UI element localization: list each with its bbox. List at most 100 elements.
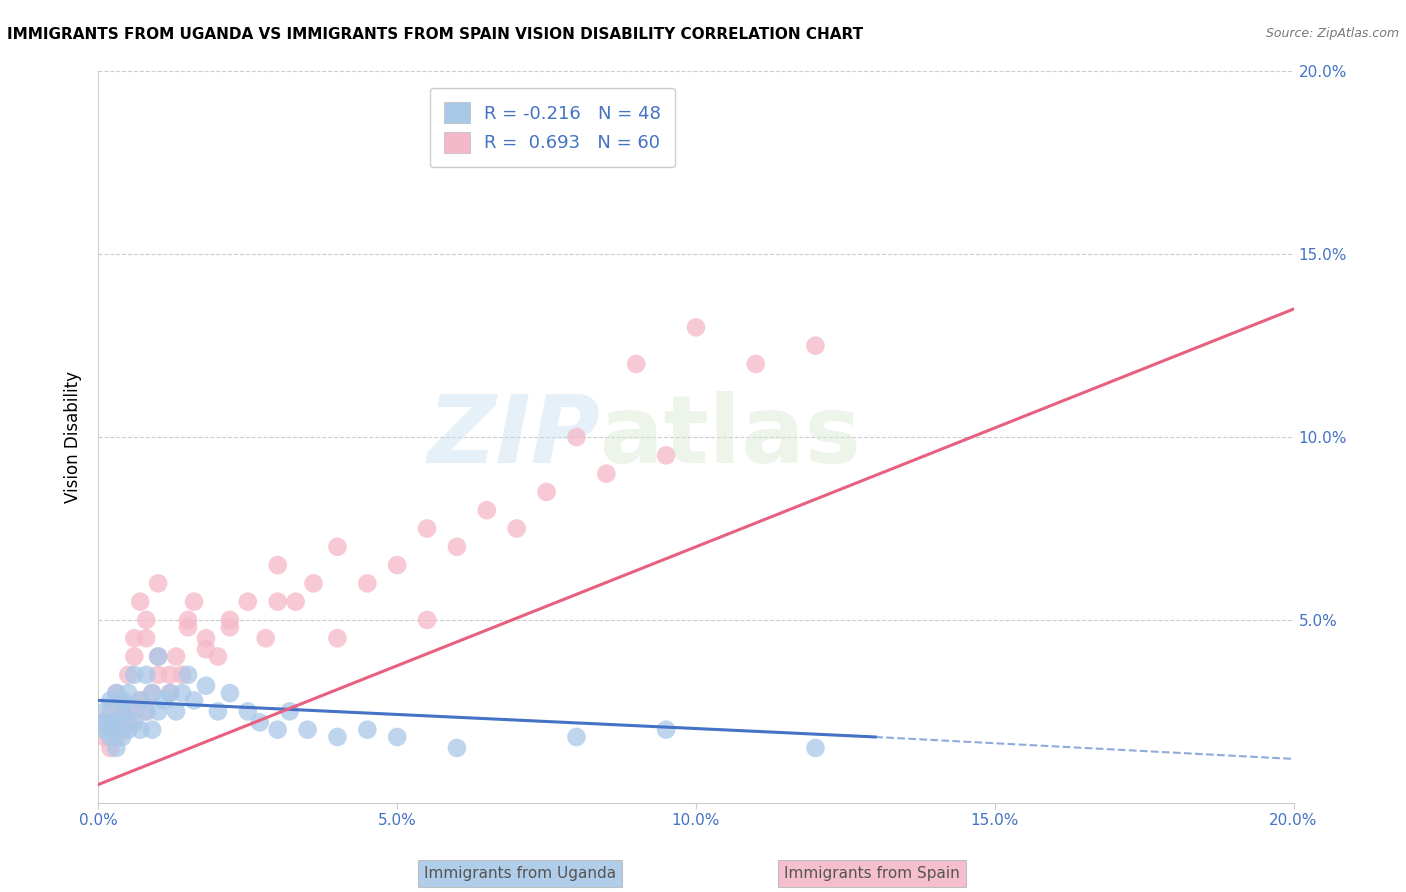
Point [297,723,319,737]
Point [278,705,301,719]
Point [685,320,707,334]
Point [446,740,468,755]
Point [98,723,122,737]
Point [302,576,325,591]
Point [105,686,128,700]
Point [98,705,122,719]
Text: Source: ZipAtlas.com: Source: ZipAtlas.com [1265,27,1399,40]
Point [536,485,558,500]
Point [565,430,588,444]
Point [124,705,146,719]
Point [565,730,588,744]
Point [105,715,128,730]
Point [129,594,152,608]
Point [93,715,115,730]
Point [105,686,128,700]
Point [506,521,529,535]
Legend: R = -0.216   N = 48, R =  0.693   N = 60: R = -0.216 N = 48, R = 0.693 N = 60 [430,87,675,168]
Point [195,642,218,657]
Point [183,693,205,707]
Point [385,730,409,744]
Point [135,613,157,627]
Point [326,632,349,646]
Point [124,667,146,681]
Point [446,540,468,554]
Y-axis label: Vision Disability: Vision Disability [65,371,83,503]
Point [105,715,128,730]
Point [267,723,290,737]
Point [326,540,349,554]
Point [626,357,648,371]
Point [141,723,163,737]
Point [93,723,115,737]
Point [416,613,439,627]
Point [267,594,290,608]
Point [219,613,242,627]
Point [98,740,122,755]
Point [655,448,678,462]
Text: Immigrants from Uganda: Immigrants from Uganda [425,866,616,881]
Point [98,715,122,730]
Point [93,730,115,744]
Point [284,594,307,608]
Text: IMMIGRANTS FROM UGANDA VS IMMIGRANTS FROM SPAIN VISION DISABILITY CORRELATION CH: IMMIGRANTS FROM UGANDA VS IMMIGRANTS FRO… [7,27,863,42]
Point [159,667,181,681]
Point [236,594,259,608]
Text: ZIP: ZIP [427,391,600,483]
Point [595,467,617,481]
Point [207,649,229,664]
Point [655,723,678,737]
Point [153,693,176,707]
Point [148,649,170,664]
Point [129,723,152,737]
Point [148,667,170,681]
Point [135,705,157,719]
Point [183,594,205,608]
Point [111,730,134,744]
Point [111,705,134,719]
Point [804,740,827,755]
Point [165,649,187,664]
Point [172,686,194,700]
Point [105,730,128,744]
Point [141,686,163,700]
Point [177,613,200,627]
Point [326,730,349,744]
Point [219,620,242,634]
Point [177,667,200,681]
Point [745,357,768,371]
Point [385,558,409,573]
Point [135,632,157,646]
Point [111,705,134,719]
Point [117,705,139,719]
Point [416,521,439,535]
Point [207,705,229,719]
Point [98,693,122,707]
Point [236,705,259,719]
Point [356,723,378,737]
Point [475,503,498,517]
Point [172,667,194,681]
Point [117,715,139,730]
Point [111,693,134,707]
Point [93,705,115,719]
Point [117,723,139,737]
Point [135,667,157,681]
Point [195,679,218,693]
Point [98,723,122,737]
Point [195,632,218,646]
Point [111,693,134,707]
Point [148,649,170,664]
Point [105,740,128,755]
Point [124,649,146,664]
Point [159,686,181,700]
Point [219,686,242,700]
Point [254,632,277,646]
Point [129,693,152,707]
Point [249,715,271,730]
Point [98,730,122,744]
Point [804,338,827,352]
Point [159,686,181,700]
Point [177,620,200,634]
Point [141,686,163,700]
